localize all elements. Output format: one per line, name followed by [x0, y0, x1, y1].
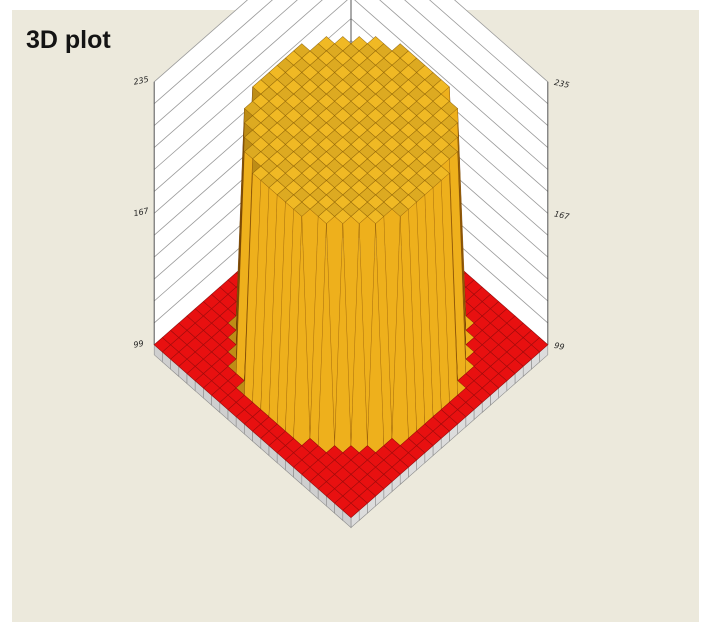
floor-grid [153, 344, 549, 529]
z-tick-label-right: 99 [553, 341, 565, 352]
z-tick-label-right: 235 [553, 78, 570, 90]
chart-title: 3D plot [26, 26, 111, 54]
wall-gridline [153, 0, 549, 126]
z-tick-label-left: 167 [133, 206, 151, 218]
surface-cell [342, 502, 360, 518]
wall-gridline [153, 0, 549, 148]
z-axes: 99 99 167 167 235 235 [133, 75, 571, 352]
z-tick-label-left: 99 [133, 339, 145, 350]
wall-gridline [153, 0, 549, 105]
surface-mesh [153, 35, 549, 518]
wall-gridline [153, 0, 549, 83]
z-tick-label-right: 167 [553, 209, 571, 221]
z-tick-label-left: 235 [133, 75, 150, 87]
wall-gridline [153, 0, 549, 170]
